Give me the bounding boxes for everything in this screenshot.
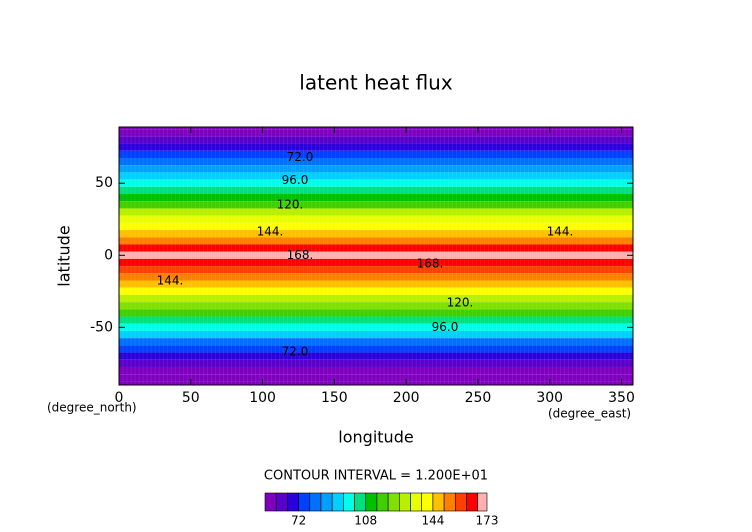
- x-tick-label: 350: [608, 390, 635, 406]
- colorbar-cell: [387, 492, 400, 512]
- x-unit: (degree_east): [548, 407, 631, 421]
- contour-band: [119, 251, 633, 259]
- x-axis-label: longitude: [338, 428, 413, 447]
- colorbar-cell: [275, 492, 288, 512]
- x-tick-label: 300: [536, 390, 563, 406]
- y-tick-label: 0: [104, 247, 113, 263]
- contour-band: [119, 266, 633, 274]
- colorbar-cell: [399, 492, 411, 512]
- colorbar-tick-label: 173: [476, 514, 499, 528]
- contour-band: [119, 345, 633, 353]
- contour-band: [119, 352, 633, 360]
- contour-label: 120.: [447, 295, 474, 309]
- colorbar-cell: [343, 492, 355, 512]
- contour-label: 72.0: [282, 344, 309, 358]
- contour-band: [119, 316, 633, 324]
- y-tick-label: -50: [90, 319, 113, 335]
- contour-band: [119, 323, 633, 331]
- colorbar-cell: [454, 492, 467, 512]
- contour-band: [119, 172, 633, 180]
- y-tick-label: 50: [95, 175, 113, 191]
- colorbar-tick-label: 144: [421, 514, 444, 528]
- contour-band: [119, 179, 633, 187]
- colorbar-cell: [298, 492, 311, 512]
- contour-band: [119, 215, 633, 223]
- contour-band: [119, 381, 633, 385]
- contour-label: 168.: [417, 256, 444, 270]
- y-axis-label: latitude: [55, 225, 74, 286]
- contour-band: [119, 244, 633, 252]
- colorbar-cell: [331, 492, 344, 512]
- y-unit: (degree_north): [47, 401, 137, 415]
- contour-label: 120.: [277, 197, 304, 211]
- contour-band: [119, 150, 633, 158]
- contour-band: [119, 129, 633, 137]
- contour-label: 144.: [547, 225, 574, 239]
- colorbar-cell: [320, 492, 333, 512]
- contour-band: [119, 287, 633, 295]
- x-tick-label: 0: [115, 390, 124, 406]
- x-tick-label: 200: [393, 390, 420, 406]
- colorbar-tick-label: 72: [291, 514, 306, 528]
- contour-label: 96.0: [282, 173, 309, 187]
- chart-title: latent heat flux: [299, 71, 453, 95]
- contour-band: [119, 237, 633, 245]
- contour-band: [119, 222, 633, 231]
- contour-band: [119, 194, 633, 202]
- contour-band: [119, 330, 633, 339]
- colorbar-cell: [365, 492, 378, 512]
- colorbar-cell: [410, 492, 423, 512]
- colorbar-cell: [443, 492, 456, 512]
- colorbar-cell: [466, 492, 478, 512]
- x-tick-label: 50: [182, 390, 200, 406]
- contour-label: 168.: [287, 248, 314, 262]
- contour-label: 96.0: [432, 320, 459, 334]
- contour-band: [119, 273, 633, 281]
- x-tick-label: 100: [249, 390, 276, 406]
- colorbar-cell: [376, 492, 389, 512]
- x-tick-label: 150: [321, 390, 348, 406]
- contour-band: [119, 366, 633, 375]
- colorbar-cell: [477, 492, 488, 512]
- contour-band: [119, 294, 633, 303]
- contour-band: [119, 280, 633, 288]
- contour-band: [119, 359, 633, 367]
- contour-band: [119, 338, 633, 346]
- x-tick-label: 250: [465, 390, 492, 406]
- contour-label: 144.: [157, 274, 184, 288]
- contour-label: 72.0: [287, 150, 314, 164]
- colorbar-cell: [432, 492, 445, 512]
- colorbar-cell: [309, 492, 322, 512]
- contour-band: [119, 302, 633, 310]
- contour-band: [119, 136, 633, 144]
- plot-frame: [118, 126, 634, 386]
- colorbar-cell: [287, 492, 299, 512]
- contour-band: [119, 127, 633, 130]
- contour-band: [119, 309, 633, 317]
- colorbar-cell: [354, 492, 367, 512]
- contour-interval: CONTOUR INTERVAL = 1.200E+01: [264, 469, 488, 484]
- contour-band: [119, 201, 633, 209]
- contour-label: 144.: [257, 225, 284, 239]
- contour-band: [119, 258, 633, 267]
- contour-band: [119, 230, 633, 238]
- contour-band: [119, 143, 633, 151]
- contour-band: [119, 157, 633, 166]
- contour-band: [119, 208, 633, 216]
- colorbar-tick-label: 108: [354, 514, 377, 528]
- colorbar-cell: [264, 492, 277, 512]
- contour-band: [119, 165, 633, 173]
- contour-band: [119, 186, 633, 195]
- colorbar-cell: [421, 492, 434, 512]
- contour-band: [119, 374, 633, 382]
